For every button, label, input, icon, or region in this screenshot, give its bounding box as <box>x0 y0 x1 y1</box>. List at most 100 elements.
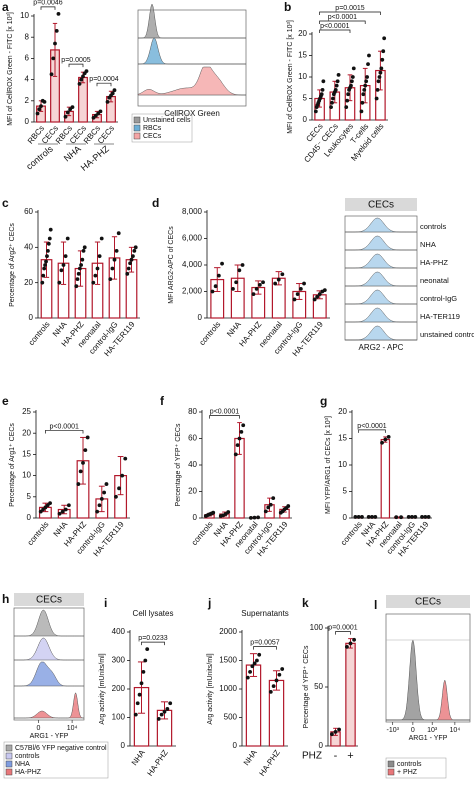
data-point <box>406 515 411 519</box>
legend-swatch <box>133 124 141 132</box>
data-point <box>249 515 253 520</box>
data-point <box>292 297 297 302</box>
y-tick-label: 0 <box>25 117 30 126</box>
data-point <box>91 280 96 285</box>
y-tick-label: 0 <box>198 313 203 322</box>
data-point <box>330 732 334 737</box>
data-point <box>216 273 221 278</box>
data-point <box>110 91 115 96</box>
data-point <box>366 515 371 519</box>
y-tick-label: 2,000 <box>182 287 203 296</box>
x-tick-label: 10⁴ <box>449 727 460 734</box>
data-point <box>333 88 338 92</box>
histogram-curve <box>138 37 246 65</box>
y-tick-label: 20 <box>188 487 197 496</box>
data-point <box>220 261 224 266</box>
data-point <box>123 456 128 461</box>
data-point <box>63 507 68 512</box>
data-point <box>274 678 279 683</box>
data-point <box>273 281 278 286</box>
x-tick-label: - <box>334 750 338 762</box>
data-point <box>235 443 240 448</box>
x-tick-label: NHA <box>130 748 147 768</box>
legend-swatch <box>5 768 13 776</box>
data-point <box>51 56 56 61</box>
y-tick-label: 5 <box>303 94 308 103</box>
y-tick-label: 4,000 <box>182 260 203 269</box>
x-tick-label: + <box>347 750 353 762</box>
data-point <box>35 111 40 116</box>
y-tick-label: 1500 <box>219 656 237 665</box>
data-point <box>75 277 80 282</box>
title-box <box>14 593 84 606</box>
p-value: p=0.0046 <box>33 0 62 7</box>
legend-swatch <box>5 752 13 760</box>
data-point <box>349 83 353 88</box>
data-point <box>77 81 82 86</box>
data-point <box>380 440 384 445</box>
data-point <box>376 79 381 84</box>
data-point <box>346 92 351 97</box>
y-tick-label: 25 <box>22 407 31 416</box>
row-label: NHA <box>420 240 436 249</box>
data-point <box>211 510 216 515</box>
data-point <box>39 104 43 108</box>
y-axis-label: Percentage of Arg2⁺ CECs <box>9 223 16 307</box>
panel-label: h <box>2 592 9 606</box>
data-point <box>125 271 130 276</box>
data-point <box>83 448 88 453</box>
data-point <box>95 509 100 514</box>
data-point <box>351 66 356 71</box>
row-label: HA-PHZ <box>420 258 448 267</box>
data-point <box>84 69 89 74</box>
data-point <box>99 236 104 241</box>
y-axis-label: MFI YFP/ARG1 of CECs [x 10³] <box>325 416 332 514</box>
plot-frame <box>385 613 471 723</box>
data-point <box>315 294 320 299</box>
data-point <box>45 254 49 259</box>
legend-label: RBCs <box>143 125 162 132</box>
histogram-curve <box>14 637 84 661</box>
data-point <box>77 266 82 271</box>
x-axis-label: ARG2 - APC <box>359 343 404 352</box>
data-point <box>312 297 317 302</box>
data-point <box>381 49 386 54</box>
x-tick-label: NHA <box>225 319 243 338</box>
significance-bracket <box>319 11 381 15</box>
data-point <box>336 72 341 77</box>
significance-bracket <box>253 646 277 650</box>
data-point <box>40 280 45 285</box>
data-point <box>168 701 173 706</box>
data-point <box>135 701 140 706</box>
p-value: p=0.0015 <box>335 5 364 12</box>
plot-frame <box>13 607 85 721</box>
data-point <box>97 254 102 259</box>
data-point <box>226 510 231 514</box>
chart-title: CECs <box>36 595 62 606</box>
x-tick-label: controls <box>190 520 215 547</box>
panel-label: g <box>320 394 327 408</box>
y-tick-label: 0 <box>29 313 34 322</box>
data-point <box>162 709 167 714</box>
data-point <box>49 72 54 77</box>
legend-label: Unstained cells <box>143 117 191 124</box>
legend-label: controls <box>15 753 40 760</box>
data-point <box>42 99 47 104</box>
histogram-curve <box>345 217 417 233</box>
x-tick-label: controls <box>26 520 51 547</box>
data-point <box>63 114 68 119</box>
data-point <box>367 53 371 58</box>
data-point <box>295 292 300 297</box>
data-point <box>263 509 268 514</box>
significance-bracket <box>335 631 351 635</box>
y-tick-label: 10 <box>338 460 347 469</box>
y-tick-label: 60 <box>188 434 197 443</box>
data-point <box>250 664 255 669</box>
legend-label: controls <box>397 761 422 768</box>
data-point <box>65 110 70 115</box>
data-point <box>420 515 424 519</box>
data-point <box>114 248 119 253</box>
y-tick-label: 80 <box>188 407 197 416</box>
data-point <box>56 11 61 16</box>
data-point <box>137 692 142 697</box>
